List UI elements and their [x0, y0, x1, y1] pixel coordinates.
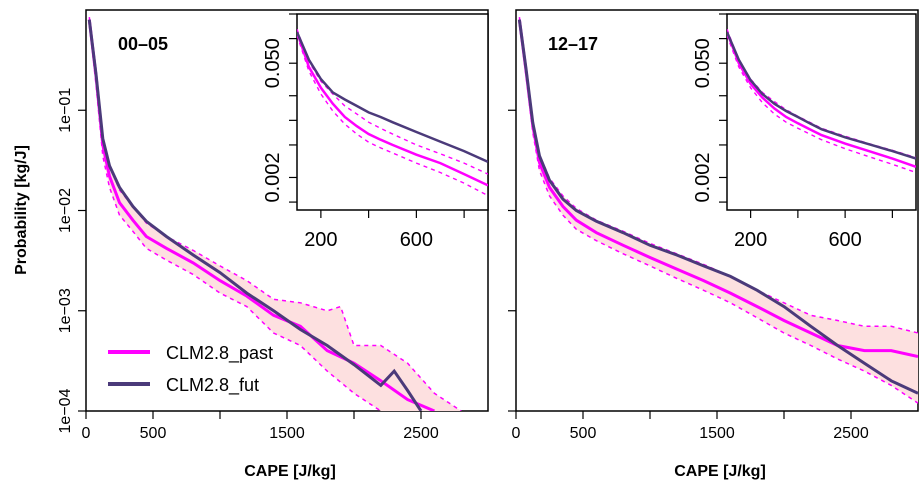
- series-clm-past-line: [87, 19, 435, 411]
- inset-x-tick-label: 600: [828, 229, 861, 251]
- y-tick-label: 1e−04: [57, 388, 74, 433]
- inset-y-tick-label: 0.050: [692, 38, 714, 88]
- inset-chart: 200 600 0.002 0.050: [692, 13, 917, 251]
- inset-y-tick-label: 0.002: [692, 152, 714, 202]
- plot-area: [87, 17, 462, 411]
- inset-frame: [296, 13, 489, 211]
- x-tick-label: 0: [512, 425, 521, 442]
- inset-series-past-line: [297, 31, 488, 187]
- inset-past-upper-bound: [297, 29, 488, 175]
- panel-00-05: 00–05 CAPE [J/kg] CLM2.8_past CLM2.8_fut…: [57, 9, 489, 480]
- x-axis-title: CAPE [J/kg]: [244, 463, 336, 480]
- inset-series-past-line: [727, 31, 916, 168]
- x-tick-label: 2500: [833, 425, 869, 442]
- inset-frame: [726, 13, 917, 211]
- x-tick-label: 1500: [699, 425, 735, 442]
- x-tick-label: 1500: [269, 425, 305, 442]
- legend-label-fut: CLM2.8_fut: [166, 375, 259, 396]
- series-clm-fut-line: [87, 19, 423, 411]
- y-tick-label: 1e−03: [57, 288, 74, 333]
- inset-past-lower-bound: [727, 34, 916, 174]
- panel-12-17: 12–17 CAPE [J/kg] 0 500 1500 2500 200 600 0.00…: [508, 9, 919, 480]
- inset-chart: 200 600 0.002 0.050: [262, 13, 489, 251]
- y-axis-title: Probability [kg/J]: [13, 145, 30, 275]
- x-tick-label: 500: [140, 425, 167, 442]
- inset-y-tick-label: 0.002: [262, 152, 284, 202]
- inset-x-tick-label: 200: [734, 229, 767, 251]
- series-past-lower-bound: [518, 22, 918, 404]
- legend-label-past: CLM2.8_past: [166, 343, 273, 364]
- inset-y-tick-label: 0.050: [262, 38, 284, 88]
- inset-x-tick-label: 600: [400, 229, 433, 251]
- inset-series-fut-line: [297, 31, 488, 164]
- panel-label: 00–05: [118, 34, 168, 54]
- y-tick-label: 1e−01: [57, 88, 74, 133]
- plot-area: [517, 16, 918, 404]
- inset-past-lower-bound: [297, 34, 488, 197]
- y-tick-label: 1e−02: [57, 188, 74, 233]
- series-clm-fut-line: [517, 19, 918, 395]
- uncertainty-band: [89, 17, 462, 411]
- panel-label: 12–17: [548, 34, 598, 54]
- inset-x-tick-label: 200: [304, 229, 337, 251]
- x-tick-label: 500: [570, 425, 597, 442]
- x-axis-title: CAPE [J/kg]: [674, 463, 766, 480]
- inset-series-fut-line: [727, 31, 916, 160]
- series-past-lower-bound: [88, 22, 382, 411]
- legend: CLM2.8_past CLM2.8_fut: [108, 343, 273, 396]
- x-tick-label: 2500: [403, 425, 439, 442]
- x-tick-label: 0: [82, 425, 91, 442]
- uncertainty-band: [519, 17, 918, 404]
